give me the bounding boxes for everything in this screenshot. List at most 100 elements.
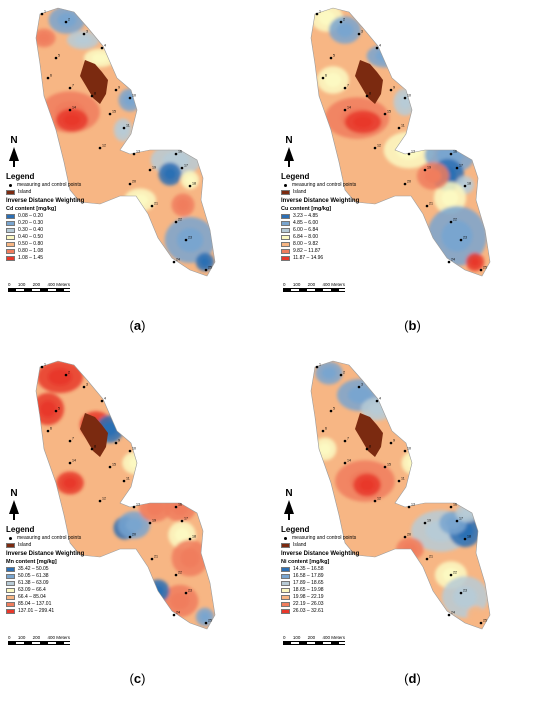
- legend-points-label: measuring and control points: [17, 535, 82, 541]
- measuring-point: [174, 220, 178, 224]
- point-label: 17: [184, 164, 188, 168]
- measuring-point: [357, 385, 361, 389]
- island-swatch: [6, 190, 15, 195]
- measuring-point: [180, 166, 184, 170]
- concentration-zone-core: [125, 517, 143, 533]
- measuring-point: [403, 449, 407, 453]
- concentration-zone-core: [324, 72, 342, 88]
- point-label: 22: [178, 218, 182, 222]
- class-range-label: 85.04 – 137.01: [18, 601, 52, 607]
- legend-class-row: 16.58 – 17.89: [281, 573, 359, 580]
- idw-map: 1234567891011121314151617181920212223242…: [310, 360, 491, 630]
- concentration-zone-core: [39, 400, 57, 418]
- point-label: 21: [429, 555, 433, 559]
- concentration-zone-core: [74, 35, 92, 45]
- class-swatch: [6, 235, 15, 240]
- measuring-point: [188, 184, 192, 188]
- legend-class-row: 63.09 – 66.4: [6, 587, 84, 594]
- class-range-label: 0.40 – 0.50: [18, 234, 44, 240]
- measuring-point: [407, 152, 411, 156]
- class-range-label: 11.87 – 14.96: [293, 255, 324, 261]
- legend-island-label: Island: [293, 189, 307, 195]
- class-range-label: 63.09 – 66.4: [18, 587, 46, 593]
- point-label: 1: [319, 10, 321, 14]
- measuring-point: [122, 126, 126, 130]
- measuring-point: [204, 621, 208, 625]
- concentration-zone-core: [399, 94, 411, 110]
- measuring-point: [365, 94, 369, 98]
- measuring-point: [68, 439, 72, 443]
- panel-caption: (c): [129, 671, 146, 686]
- measuring-point: [373, 499, 377, 503]
- class-swatch: [281, 228, 290, 233]
- point-label: 13: [411, 503, 415, 507]
- legend-class-row: 0.30 – 0.40: [6, 227, 84, 234]
- measuring-point: [423, 168, 427, 172]
- concentration-zone-core: [407, 457, 419, 469]
- point-label: 8: [369, 92, 371, 96]
- measuring-point: [343, 108, 347, 112]
- measuring-point: [479, 621, 483, 625]
- class-range-label: 0.30 – 0.40: [18, 227, 44, 233]
- class-swatch: [281, 609, 290, 614]
- class-range-label: 26.03 – 32.61: [293, 608, 324, 614]
- point-label: 19: [152, 166, 156, 170]
- legend-class-row: 17.89 – 18.65: [281, 580, 359, 587]
- point-label: 4: [379, 44, 381, 48]
- legend-class-row: 3.23 – 4.85: [281, 213, 359, 220]
- concentration-zone-core: [319, 443, 331, 455]
- legend-island-row: Island: [6, 542, 84, 549]
- legend-class-row: 6.00 – 6.84: [281, 227, 359, 234]
- concentration-zone-core: [118, 124, 128, 136]
- legend-class-row: 4.85 – 6.00: [281, 220, 359, 227]
- island-swatch: [6, 543, 15, 548]
- measuring-point: [46, 76, 50, 80]
- measuring-point: [150, 557, 154, 561]
- class-swatch: [281, 595, 290, 600]
- point-label: 14: [72, 106, 76, 110]
- measuring-point: [407, 505, 411, 509]
- class-range-label: 4.85 – 6.00: [293, 220, 319, 226]
- point-label: 23: [463, 589, 467, 593]
- measuring-point: [100, 46, 104, 50]
- point-label: 2: [68, 18, 70, 22]
- scale-bar: 0 100 200 400 Meters: [8, 282, 70, 292]
- point-label: 5: [333, 407, 335, 411]
- scale-tick-label: 100: [292, 282, 301, 287]
- measuring-point: [114, 88, 118, 92]
- point-label: 3: [86, 383, 88, 387]
- point-label: 6: [325, 74, 327, 78]
- class-swatch: [281, 602, 290, 607]
- scale-bar-graphic: [283, 288, 345, 292]
- point-label: 2: [343, 371, 345, 375]
- measuring-point: [315, 12, 319, 16]
- measuring-point: [98, 146, 102, 150]
- class-swatch: [281, 221, 290, 226]
- measuring-point: [397, 126, 401, 130]
- class-swatch: [6, 581, 15, 586]
- point-label: 4: [104, 397, 106, 401]
- point-label: 6: [325, 427, 327, 431]
- point-label: 5: [58, 54, 60, 58]
- scale-tick-label: 200: [32, 635, 41, 640]
- point-label: 20: [132, 180, 136, 184]
- concentration-zone-core: [170, 592, 190, 610]
- legend-class-row: 137.01 – 299.41: [6, 608, 84, 615]
- class-swatch: [281, 588, 290, 593]
- point-label: 20: [132, 533, 136, 537]
- map-panel-d: 1 2 3 4 5 6 7 8 9 10 11 12 13 14 15 16 17 18 19 20 21 22 23 24 2…: [275, 353, 550, 706]
- measuring-point: [463, 537, 467, 541]
- class-range-label: 8.00 – 9.82: [293, 241, 319, 247]
- point-label: 2: [343, 18, 345, 22]
- point-label: 1: [44, 10, 46, 14]
- class-range-label: 0.50 – 0.80: [18, 241, 44, 247]
- concentration-zone-core: [453, 586, 477, 608]
- point-label: 23: [188, 236, 192, 240]
- point-label: 15: [387, 110, 391, 114]
- point-label: 9: [118, 86, 120, 90]
- point-label: 15: [112, 110, 116, 114]
- measuring-point: [459, 591, 463, 595]
- point-label: 14: [72, 459, 76, 463]
- legend-metal-title: Cu content [mg/kg]: [281, 206, 332, 212]
- island: [80, 413, 108, 457]
